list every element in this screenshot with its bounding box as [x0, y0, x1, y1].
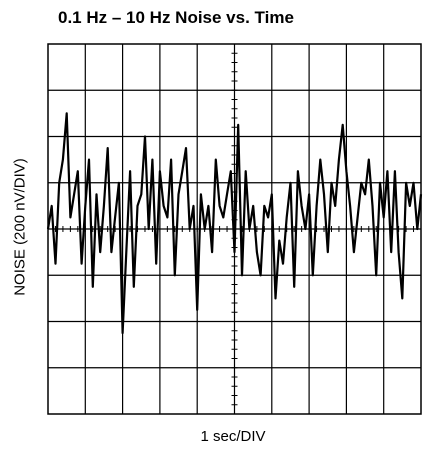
x-axis-label: 1 sec/DIV [200, 428, 266, 445]
chart-title: 0.1 Hz – 10 Hz Noise vs. Time [58, 8, 294, 27]
noise-trace [46, 112, 423, 335]
